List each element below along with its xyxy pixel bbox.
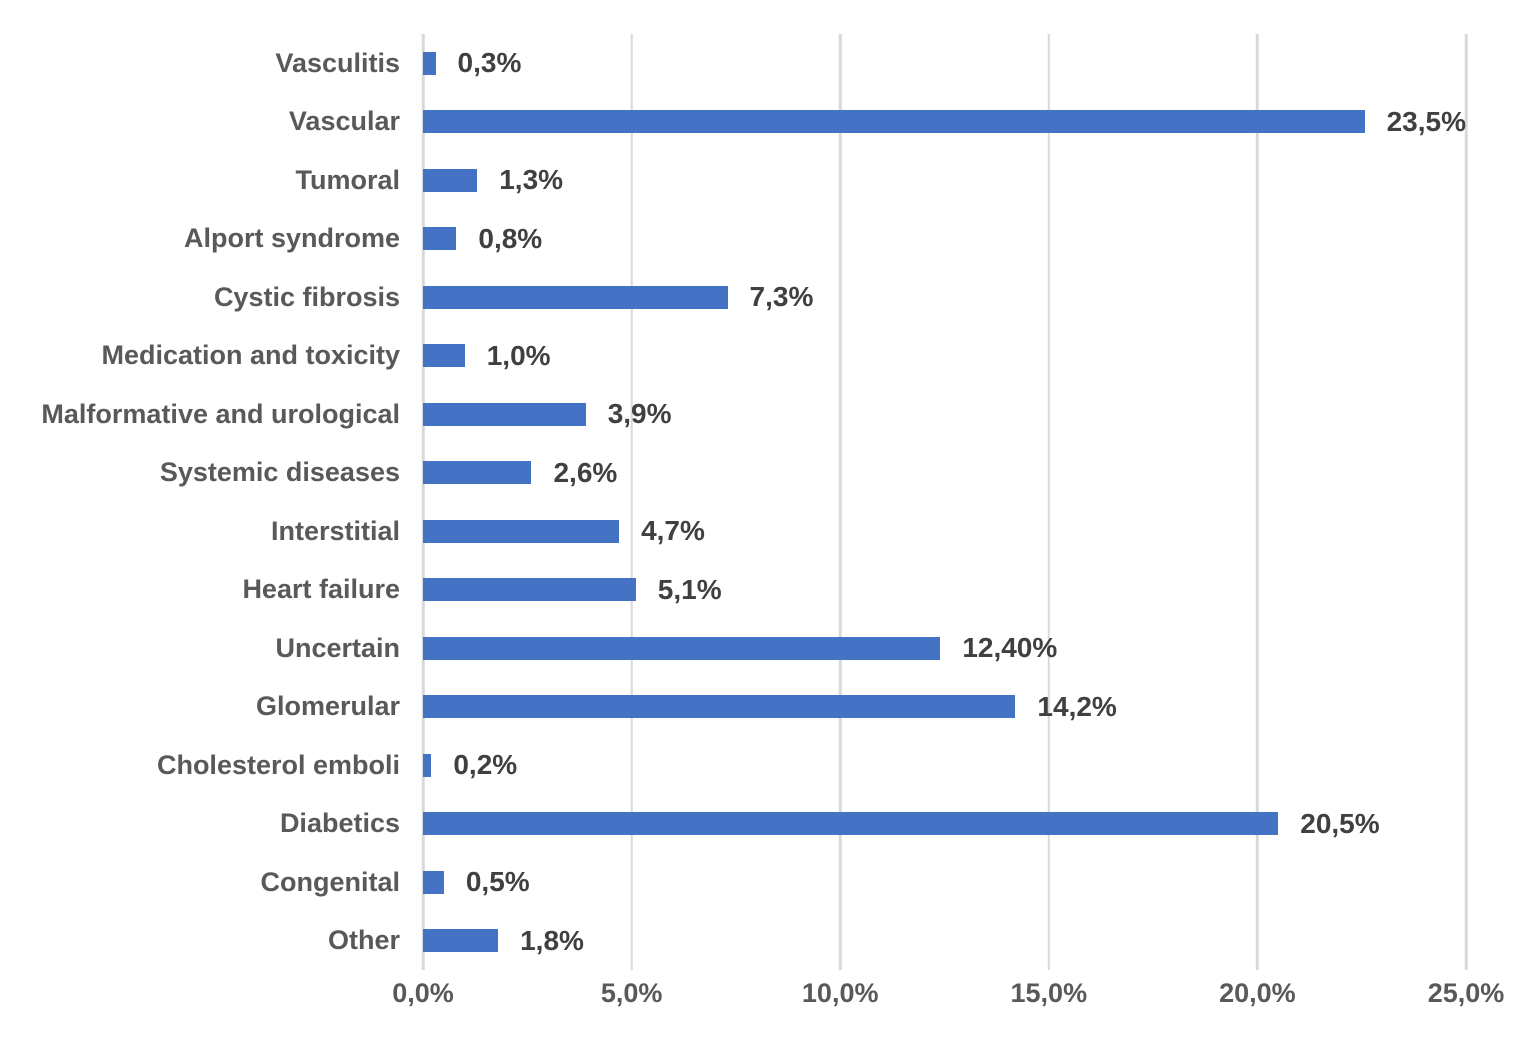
value-label: 3,9% <box>607 398 672 430</box>
value-label: 0,3% <box>457 47 522 79</box>
value-label: 2,6% <box>553 456 618 488</box>
value-label: 1,8% <box>520 924 584 956</box>
x-tick-label: 10,0% <box>801 978 879 1008</box>
bar-row: 7,3% <box>423 268 1466 327</box>
category-label: Medication and toxicity <box>101 340 400 371</box>
category-label: Vasculitis <box>275 47 400 78</box>
bar <box>423 168 478 192</box>
gridline-15 <box>1047 34 1051 970</box>
value-label: 1,0% <box>486 339 551 371</box>
bar <box>423 929 499 953</box>
gridline-0 <box>421 34 425 970</box>
category-label: Systemic diseases <box>159 457 400 488</box>
bar <box>423 636 941 660</box>
bar-rows: 0,3% 23,5% 1,3% 0,8% 7,3% 1,0% 3,9% 2,6% 4,7% 5,1… <box>423 34 1466 970</box>
value-label: 0,2% <box>453 749 518 781</box>
bar <box>423 461 532 485</box>
value-label: 4,7% <box>641 515 705 547</box>
bar-row: 0,8% <box>423 210 1466 269</box>
bar-row: 20,5% <box>423 795 1466 854</box>
bar-row: 3,9% <box>423 385 1466 444</box>
x-tick-label: 25,0% <box>1427 978 1505 1008</box>
category-axis: Vasculitis Vascular Tumoral Alport syndrome… <box>0 34 400 970</box>
x-tick-label: 5,0% <box>600 978 663 1008</box>
value-label: 23,5% <box>1386 105 1466 137</box>
value-label: 1,3% <box>499 164 564 196</box>
category-label: Other <box>327 925 400 956</box>
bar <box>423 285 728 309</box>
x-tick-label: 20,0% <box>1219 978 1296 1008</box>
gridline-10 <box>838 34 842 970</box>
gridline-25 <box>1464 34 1468 970</box>
bar-row: 4,7% <box>423 502 1466 561</box>
x-tick-label: 0,0% <box>392 978 454 1008</box>
bar-row: 12,40% <box>423 619 1466 678</box>
bar-row: 1,0% <box>423 327 1466 386</box>
category-label: Malformative and urological <box>41 398 400 429</box>
bar <box>423 812 1279 836</box>
category-label: Cystic fibrosis <box>213 281 400 312</box>
bar <box>423 870 444 894</box>
bar-row: 0,2% <box>423 736 1466 795</box>
bar <box>423 344 465 368</box>
bar <box>423 753 432 777</box>
x-tick-label: 15,0% <box>1010 978 1088 1008</box>
value-label: 14,2% <box>1037 690 1117 722</box>
bar <box>423 578 636 602</box>
bar-row: 0,5% <box>423 853 1466 912</box>
value-label: 0,5% <box>465 866 530 898</box>
category-label: Uncertain <box>275 632 400 663</box>
bar <box>423 227 457 251</box>
value-label: 0,8% <box>478 222 543 254</box>
category-label: Vascular <box>288 106 400 137</box>
bar <box>423 110 1365 134</box>
bar-row: 1,3% <box>423 151 1466 210</box>
category-label: Diabetics <box>279 808 400 839</box>
category-label: Tumoral <box>295 164 400 195</box>
category-label: Congenital <box>260 866 401 897</box>
bar <box>423 695 1016 719</box>
bar-row: 14,2% <box>423 678 1466 737</box>
category-label: Cholesterol emboli <box>156 749 400 780</box>
bar-row: 23,5% <box>423 93 1466 152</box>
plot-area: 0,3% 23,5% 1,3% 0,8% 7,3% 1,0% 3,9% 2,6% 4,7% 5,1… <box>421 34 1468 970</box>
category-label: Alport syndrome <box>183 223 400 254</box>
category-label: Heart failure <box>242 574 400 605</box>
x-axis: 0,0% 5,0% 10,0% 15,0% 20,0% 25,0% <box>392 978 1504 1018</box>
bar <box>423 519 620 543</box>
value-label: 5,1% <box>657 573 722 605</box>
category-label: Interstitial <box>270 515 400 546</box>
category-label: Glomerular <box>255 691 400 722</box>
bar-row: 0,3% <box>423 34 1466 93</box>
value-label: 12,40% <box>962 632 1058 664</box>
value-label: 7,3% <box>749 281 814 313</box>
gridline-20 <box>1256 34 1259 970</box>
bar-row: 1,8% <box>423 912 1466 971</box>
value-label: 20,5% <box>1300 807 1380 839</box>
bar <box>423 51 436 75</box>
bar-row: 5,1% <box>423 561 1466 620</box>
gridline-5 <box>630 34 633 970</box>
bar-row: 2,6% <box>423 444 1466 503</box>
bar <box>423 402 586 426</box>
